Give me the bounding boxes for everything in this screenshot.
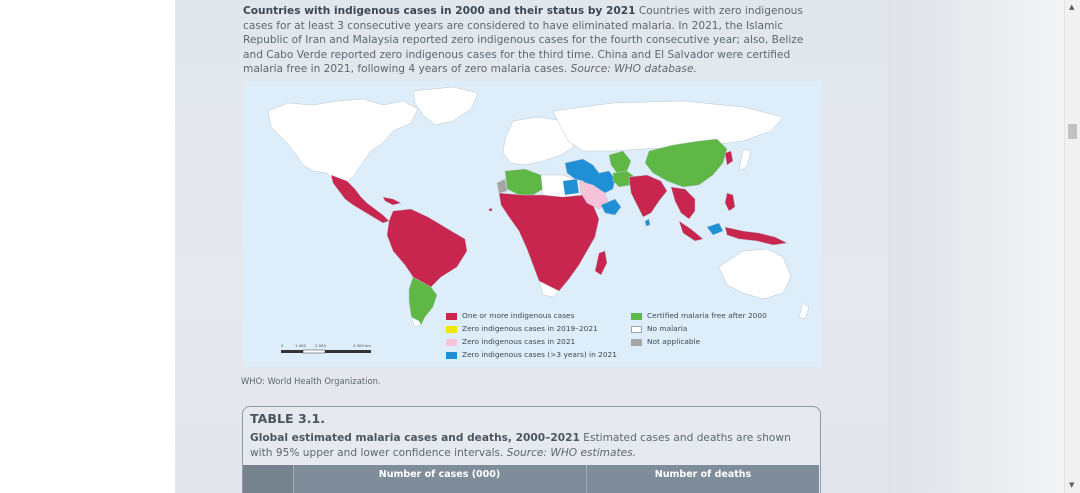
land-south-asia [628, 174, 668, 218]
table-caption-bold: Global estimated malaria cases and death… [250, 432, 580, 444]
legend-item: Certified malaria free after 2000 [631, 311, 767, 321]
land-middle-east-eliminated [564, 158, 616, 194]
land-central-america [330, 174, 390, 224]
land-greenland [412, 86, 479, 126]
scroll-down-icon[interactable]: ▼ [1069, 481, 1075, 489]
legend-item: One or more indigenous cases [446, 311, 574, 321]
legend-swatch [631, 325, 642, 333]
scale-label: 4 000 km [353, 343, 371, 348]
legend-label: No malaria [647, 324, 688, 333]
scale-bar-graphic [281, 349, 371, 354]
scroll-up-icon[interactable]: ▲ [1069, 3, 1075, 11]
land-indonesia-east [724, 226, 788, 246]
scale-label: 2 000 [315, 343, 326, 348]
scale-label: 1 000 [295, 343, 306, 348]
land-subsaharan-africa [498, 192, 600, 294]
legend-label: Not applicable [647, 337, 701, 346]
land-north-asia [552, 100, 784, 152]
land-philippines [724, 192, 736, 212]
land-malaysia [706, 222, 724, 236]
land-sri-lanka [644, 218, 651, 227]
land-cabo-verde [488, 207, 493, 212]
legend-swatch [446, 325, 457, 333]
map-legend: One or more indigenous cases Zero indige… [446, 311, 806, 367]
legend-item: Not applicable [631, 337, 700, 347]
vertical-scrollbar[interactable]: ▲ ▼ [1064, 0, 1080, 493]
land-horn-africa [600, 198, 622, 216]
table-header-cases: Number of cases (000) [378, 469, 501, 480]
table-header-deaths: Number of deaths [654, 469, 752, 480]
land-south-america [386, 208, 468, 288]
land-japan [738, 148, 752, 172]
land-western-sahara [496, 178, 508, 194]
table-caption-text: Estimated cases and deaths are shown wit… [250, 432, 791, 459]
viewer-right-margin [888, 0, 1064, 493]
land-central-asia [608, 150, 632, 174]
caption-bold: Countries with indigenous cases in 2000 … [243, 5, 636, 17]
legend-swatch [446, 312, 457, 320]
legend-item: Zero indigenous cases in 2019–2021 [446, 324, 598, 334]
legend-label: Zero indigenous cases in 2021 [462, 337, 576, 346]
figure-caption: Countries with indigenous cases in 2000 … [243, 4, 823, 77]
land-egypt [562, 178, 580, 196]
caption-source: Source: WHO database. [570, 63, 697, 76]
land-new-zealand [798, 302, 810, 320]
land-southeast-asia [670, 186, 696, 220]
land-indonesia-west [678, 220, 704, 242]
legend-item: Zero indigenous cases (>3 years) in 2021 [446, 350, 617, 360]
legend-label: Certified malaria free after 2000 [647, 311, 767, 320]
legend-swatch [446, 338, 457, 346]
figure-note: WHO: World Health Organization. [241, 376, 381, 386]
land-north-america [267, 98, 419, 186]
land-china [644, 138, 728, 188]
table-header-row: Number of cases (000) Number of deaths [243, 465, 819, 493]
table-header-stub [243, 465, 294, 493]
land-caribbean [382, 196, 402, 206]
world-map-svg [267, 86, 810, 328]
table-title: TABLE 3.1. [250, 411, 326, 426]
viewer-left-margin [0, 0, 175, 493]
land-korea [724, 150, 734, 166]
table-header-divider [586, 465, 587, 493]
land-southern-africa [538, 280, 560, 298]
legend-swatch [631, 312, 642, 320]
legend-swatch [446, 351, 457, 359]
legend-label: Zero indigenous cases (>3 years) in 2021 [462, 350, 617, 359]
land-patagonia [410, 316, 422, 328]
legend-item: No malaria [631, 324, 687, 334]
table-3-1: TABLE 3.1. Global estimated malaria case… [242, 406, 821, 493]
caption-text: Countries with zero indigenous cases for… [243, 5, 804, 76]
malaria-status-map: 0 1 000 2 000 4 000 km One or more indig… [243, 81, 822, 367]
table-caption: Global estimated malaria cases and death… [250, 431, 815, 460]
legend-item: Zero indigenous cases in 2021 [446, 337, 575, 347]
scroll-thumb[interactable] [1068, 124, 1077, 139]
legend-swatch [631, 338, 642, 346]
land-australia [718, 248, 792, 300]
scale-label: 0 [281, 343, 284, 348]
land-north-africa [504, 168, 544, 196]
land-madagascar [594, 250, 608, 276]
table-caption-source: Source: WHO estimates. [506, 446, 637, 459]
legend-label: Zero indigenous cases in 2019–2021 [462, 324, 598, 333]
legend-label: One or more indigenous cases [462, 311, 575, 320]
